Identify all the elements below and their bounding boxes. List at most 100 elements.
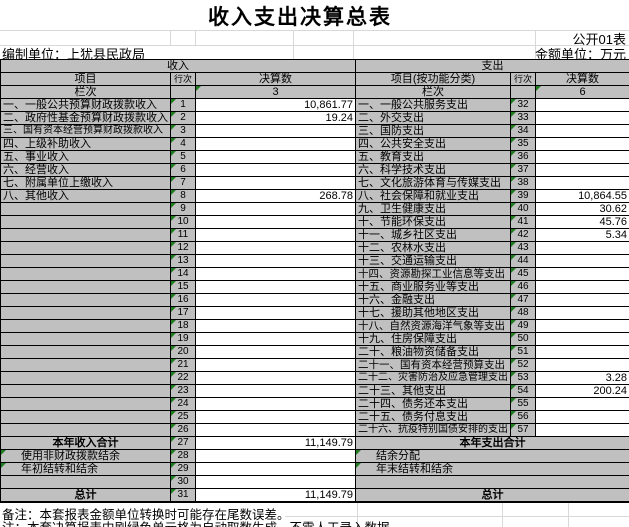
expense-item-cell[interactable]: 十四、资源勘探工业信息等支出 [355,267,511,281]
expense-colindex-rowno-cell[interactable] [510,85,536,99]
income-amount-cell[interactable] [195,163,356,177]
expense-rowno-cell[interactable]: 47 [510,293,536,307]
income-amount-cell[interactable]: 11,149.79 [195,488,356,503]
income-rowno-cell[interactable]: 9 [170,202,196,216]
income-item-cell[interactable] [0,319,171,333]
income-amount-cell[interactable] [195,202,356,216]
income-rowno-cell[interactable]: 31 [170,488,196,503]
expense-rowno-cell[interactable]: 46 [510,280,536,294]
income-item-cell[interactable] [0,280,171,294]
income-item-cell[interactable]: 使用非财政拨款结余 [0,449,171,463]
expense-item-cell[interactable]: 二十二、灾害防治及应急管理支出 [355,371,511,385]
expense-rowno-cell[interactable]: 40 [510,202,536,216]
expense-amount-cell[interactable] [535,397,629,411]
income-rowno-cell[interactable]: 6 [170,163,196,177]
income-item-cell[interactable] [0,358,171,372]
income-rowno-cell[interactable]: 15 [170,280,196,294]
expense-rowno-cell[interactable]: 52 [510,358,536,372]
income-rowno-cell[interactable]: 30 [170,475,196,489]
expense-item-cell[interactable]: 二十、粮油物资储备支出 [355,345,511,359]
expense-item-header[interactable]: 项目(按功能分类) [355,72,511,86]
income-group-header[interactable]: 收入 [0,59,356,73]
expense-item-cell[interactable]: 十六、金融支出 [355,293,511,307]
expense-amount-cell[interactable] [535,176,629,190]
expense-rowno-cell[interactable]: 53 [510,371,536,385]
income-item-cell[interactable]: 四、上级补助收入 [0,137,171,151]
expense-item-cell[interactable]: 十九、住房保障支出 [355,332,511,346]
income-amount-cell[interactable] [195,345,356,359]
income-item-cell[interactable] [0,423,171,437]
expense-rowno-cell[interactable]: 57 [510,423,536,437]
expense-rowno-cell[interactable]: 35 [510,137,536,151]
expense-amount-cell[interactable]: 45.76 [535,215,629,229]
income-amount-cell[interactable]: 10,861.77 [195,98,356,112]
income-item-cell[interactable] [0,397,171,411]
expense-colindex-label[interactable]: 栏次 [355,85,511,99]
income-rowno-cell[interactable]: 28 [170,449,196,463]
income-colindex-rowno-cell[interactable] [170,85,196,99]
expense-rowno-cell[interactable]: 32 [510,98,536,112]
income-rowno-cell[interactable]: 18 [170,319,196,333]
expense-item-cell[interactable]: 二十六、抗疫特别国债安排的支出 [355,423,511,437]
income-item-cell[interactable] [0,293,171,307]
income-rowno-cell[interactable]: 23 [170,384,196,398]
income-total-label[interactable]: 本年收入合计 [0,436,171,450]
income-item-cell[interactable] [0,228,171,242]
expense-amount-cell[interactable]: 10,864.55 [535,189,629,203]
income-rowno-cell[interactable]: 27 [170,436,196,450]
income-item-cell[interactable]: 七、附属单位上缴收入 [0,176,171,190]
expense-amount-cell[interactable]: 30.62 [535,202,629,216]
expense-rowno-cell[interactable]: 50 [510,332,536,346]
expense-amount-cell[interactable] [535,293,629,307]
expense-amount-cell[interactable] [535,98,629,112]
income-amount-cell[interactable] [195,137,356,151]
income-amount-cell[interactable]: 19.24 [195,111,356,125]
expense-grand-total-label[interactable]: 总计 [355,488,629,503]
income-rowno-cell[interactable]: 20 [170,345,196,359]
income-rowno-cell[interactable]: 11 [170,228,196,242]
expense-item-cell[interactable]: 十七、援助其他地区支出 [355,306,511,320]
income-rowno-cell[interactable]: 17 [170,306,196,320]
expense-amount-cell[interactable] [535,319,629,333]
income-amount-cell[interactable] [195,410,356,424]
income-item-cell[interactable]: 三、国有资本经营预算财政拨款收入 [0,124,171,138]
income-rowno-cell[interactable]: 8 [170,189,196,203]
income-rowno-cell[interactable]: 13 [170,254,196,268]
income-rowno-header[interactable]: 行次 [170,72,196,86]
expense-item-cell[interactable]: 二、外交支出 [355,111,511,125]
expense-rowno-cell[interactable]: 41 [510,215,536,229]
expense-rowno-cell[interactable]: 43 [510,241,536,255]
income-item-cell[interactable]: 一、一般公共预算财政拨款收入 [0,98,171,112]
expense-amount-cell[interactable] [535,332,629,346]
expense-colindex-number[interactable]: 6 [535,85,629,99]
income-rowno-cell[interactable]: 5 [170,150,196,164]
income-rowno-cell[interactable]: 7 [170,176,196,190]
income-amount-cell[interactable] [195,397,356,411]
income-rowno-cell[interactable]: 2 [170,111,196,125]
income-rowno-cell[interactable]: 21 [170,358,196,372]
expense-item-cell[interactable]: 二十三、其他支出 [355,384,511,398]
expense-item-cell[interactable] [355,475,629,489]
expense-rowno-cell[interactable]: 49 [510,319,536,333]
income-colindex-label[interactable]: 栏次 [0,85,171,99]
income-amount-cell[interactable] [195,150,356,164]
income-rowno-cell[interactable]: 26 [170,423,196,437]
expense-amount-cell[interactable] [535,345,629,359]
expense-item-cell[interactable]: 十二、农林水支出 [355,241,511,255]
income-grand-total-label[interactable]: 总计 [0,488,171,503]
expense-item-cell[interactable]: 结余分配 [355,449,629,463]
income-amount-cell[interactable] [195,176,356,190]
expense-rowno-cell[interactable]: 54 [510,384,536,398]
income-amount-cell[interactable] [195,319,356,333]
expense-item-cell[interactable]: 年末结转和结余 [355,462,629,476]
expense-rowno-cell[interactable]: 33 [510,111,536,125]
income-rowno-cell[interactable]: 10 [170,215,196,229]
income-amount-cell[interactable] [195,267,356,281]
expense-rowno-cell[interactable]: 56 [510,410,536,424]
expense-rowno-cell[interactable]: 55 [510,397,536,411]
income-item-cell[interactable] [0,241,171,255]
expense-rowno-cell[interactable]: 51 [510,345,536,359]
expense-item-cell[interactable]: 二十四、债务还本支出 [355,397,511,411]
income-amount-cell[interactable] [195,124,356,138]
expense-total-label[interactable]: 本年支出合计 [355,436,629,450]
